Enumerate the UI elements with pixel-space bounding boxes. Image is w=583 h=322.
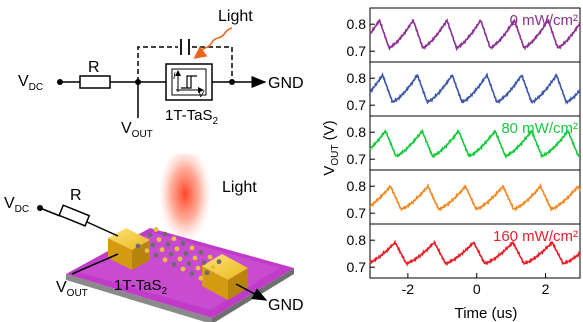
lattice-atom <box>192 255 198 261</box>
panel-frame <box>369 169 581 225</box>
lattice-atom <box>207 254 213 260</box>
vdc-node-3d <box>37 205 43 211</box>
x-tick-label: -2 <box>402 281 415 297</box>
vdc-label: VDC <box>18 73 43 93</box>
y-tick-label: 0.8 <box>347 232 367 248</box>
x-tick-label: 0 <box>473 281 481 297</box>
y-tick-label: 0.7 <box>347 43 367 59</box>
vout-label-3d: VOUT <box>56 279 88 299</box>
vout-wire-3d <box>71 253 119 275</box>
y-tick-label: 0.8 <box>347 16 367 32</box>
y-tick-label: 0.8 <box>347 70 367 86</box>
iv-v-label: V <box>198 89 205 99</box>
y-tick-label: 0.8 <box>347 124 367 140</box>
lattice-atom <box>171 236 177 242</box>
lattice-atom <box>189 271 195 276</box>
resistor-label-3d: R <box>70 187 82 204</box>
right-pad-top <box>202 254 248 280</box>
lattice-atom <box>204 270 210 276</box>
y-axis-label: VOUT (V) <box>321 120 341 175</box>
lattice-atom <box>168 251 174 257</box>
lattice-atom <box>162 257 168 263</box>
lattice-atom <box>147 232 153 238</box>
lattice-atom <box>153 252 159 258</box>
right-pad-side <box>228 268 248 300</box>
chart-panel: 0.7 0.8 160 mW/cm² <box>347 223 581 279</box>
x-tick-label: 2 <box>542 281 550 297</box>
series-line <box>369 72 581 105</box>
resistor-3d <box>58 204 91 227</box>
lattice-atom <box>198 250 204 255</box>
resistor-label: R <box>88 59 100 76</box>
light-beam <box>159 154 211 242</box>
lattice-atom <box>210 264 216 270</box>
lattice-atom <box>183 251 189 256</box>
series-line <box>369 182 581 212</box>
circuit-diagram: VDC R VOUT I V 1T-TaS2 GND Light <box>18 8 304 140</box>
chart-panel: 0.7 0.8 <box>347 61 581 117</box>
material-label-3d: 1T-TaS2 <box>114 277 168 297</box>
device-illustration: Light VDC R VOUT 1T-TaS2 GND <box>4 154 304 322</box>
vout-label: VOUT <box>121 120 153 140</box>
iv-hysteresis-curve <box>181 75 197 89</box>
substrate-side <box>66 274 212 322</box>
y-tick-label: 0.7 <box>347 205 367 221</box>
capacitor-loop <box>137 46 233 82</box>
lattice-atom <box>186 261 192 266</box>
y-tick-label: 0.7 <box>347 97 367 113</box>
lattice-atom <box>150 242 156 248</box>
chart-panel: 0.7 0.8 0 mW/cm² <box>347 7 581 63</box>
y-tick-label: 0.7 <box>347 259 367 275</box>
series-line <box>369 239 581 267</box>
lattice-atom <box>198 275 204 281</box>
left-pad-front <box>108 238 132 270</box>
gnd-label: GND <box>268 75 304 92</box>
light-wave <box>193 27 233 59</box>
chart-panel: 0.7 0.8 80 mW/cm² <box>347 115 581 171</box>
iv-i-label: I <box>173 71 176 81</box>
lattice-atom <box>165 241 171 247</box>
lattice-atom <box>144 248 150 253</box>
series-label: 80 mW/cm² <box>501 120 578 137</box>
gnd-wire-3d <box>235 283 268 301</box>
tas2-lattice <box>135 227 222 281</box>
series-line <box>369 128 580 159</box>
lattice-atom <box>135 243 141 249</box>
vdc-label-3d: VDC <box>4 195 29 215</box>
device-label: 1T-TaS2 <box>165 107 219 127</box>
gnd-label-3d: GND <box>268 297 304 314</box>
lattice-atom <box>180 240 186 246</box>
lattice-atom <box>156 237 162 242</box>
lattice-atom <box>195 265 201 271</box>
series-line <box>369 18 581 52</box>
lattice-atom <box>180 266 186 272</box>
panel-frame <box>369 223 581 279</box>
resistor <box>79 75 111 89</box>
y-tick-label: 0.7 <box>347 151 367 167</box>
series-label: 160 mW/cm² <box>493 228 578 245</box>
lattice-atom <box>141 238 147 243</box>
lattice-atom <box>171 262 177 267</box>
light-label: Light <box>218 8 253 25</box>
chart-panel: 0.7 0.8 <box>347 169 581 225</box>
lattice-atom <box>189 245 195 251</box>
light-label-3d: Light <box>222 179 257 196</box>
lattice-atom <box>216 259 222 265</box>
x-axis-label: Time (us) <box>455 305 518 322</box>
lattice-atom <box>174 246 180 252</box>
lattice-atom <box>201 260 207 265</box>
resistor-wire-3d <box>86 221 119 237</box>
lattice-atom <box>159 247 165 253</box>
lattice-atom <box>162 231 168 237</box>
lattice-atom <box>153 227 159 232</box>
vdc-wire-3d <box>39 207 61 217</box>
lattice-atom <box>177 256 183 262</box>
series-label: 0 mW/cm² <box>510 12 578 29</box>
y-tick-label: 0.8 <box>347 178 367 194</box>
